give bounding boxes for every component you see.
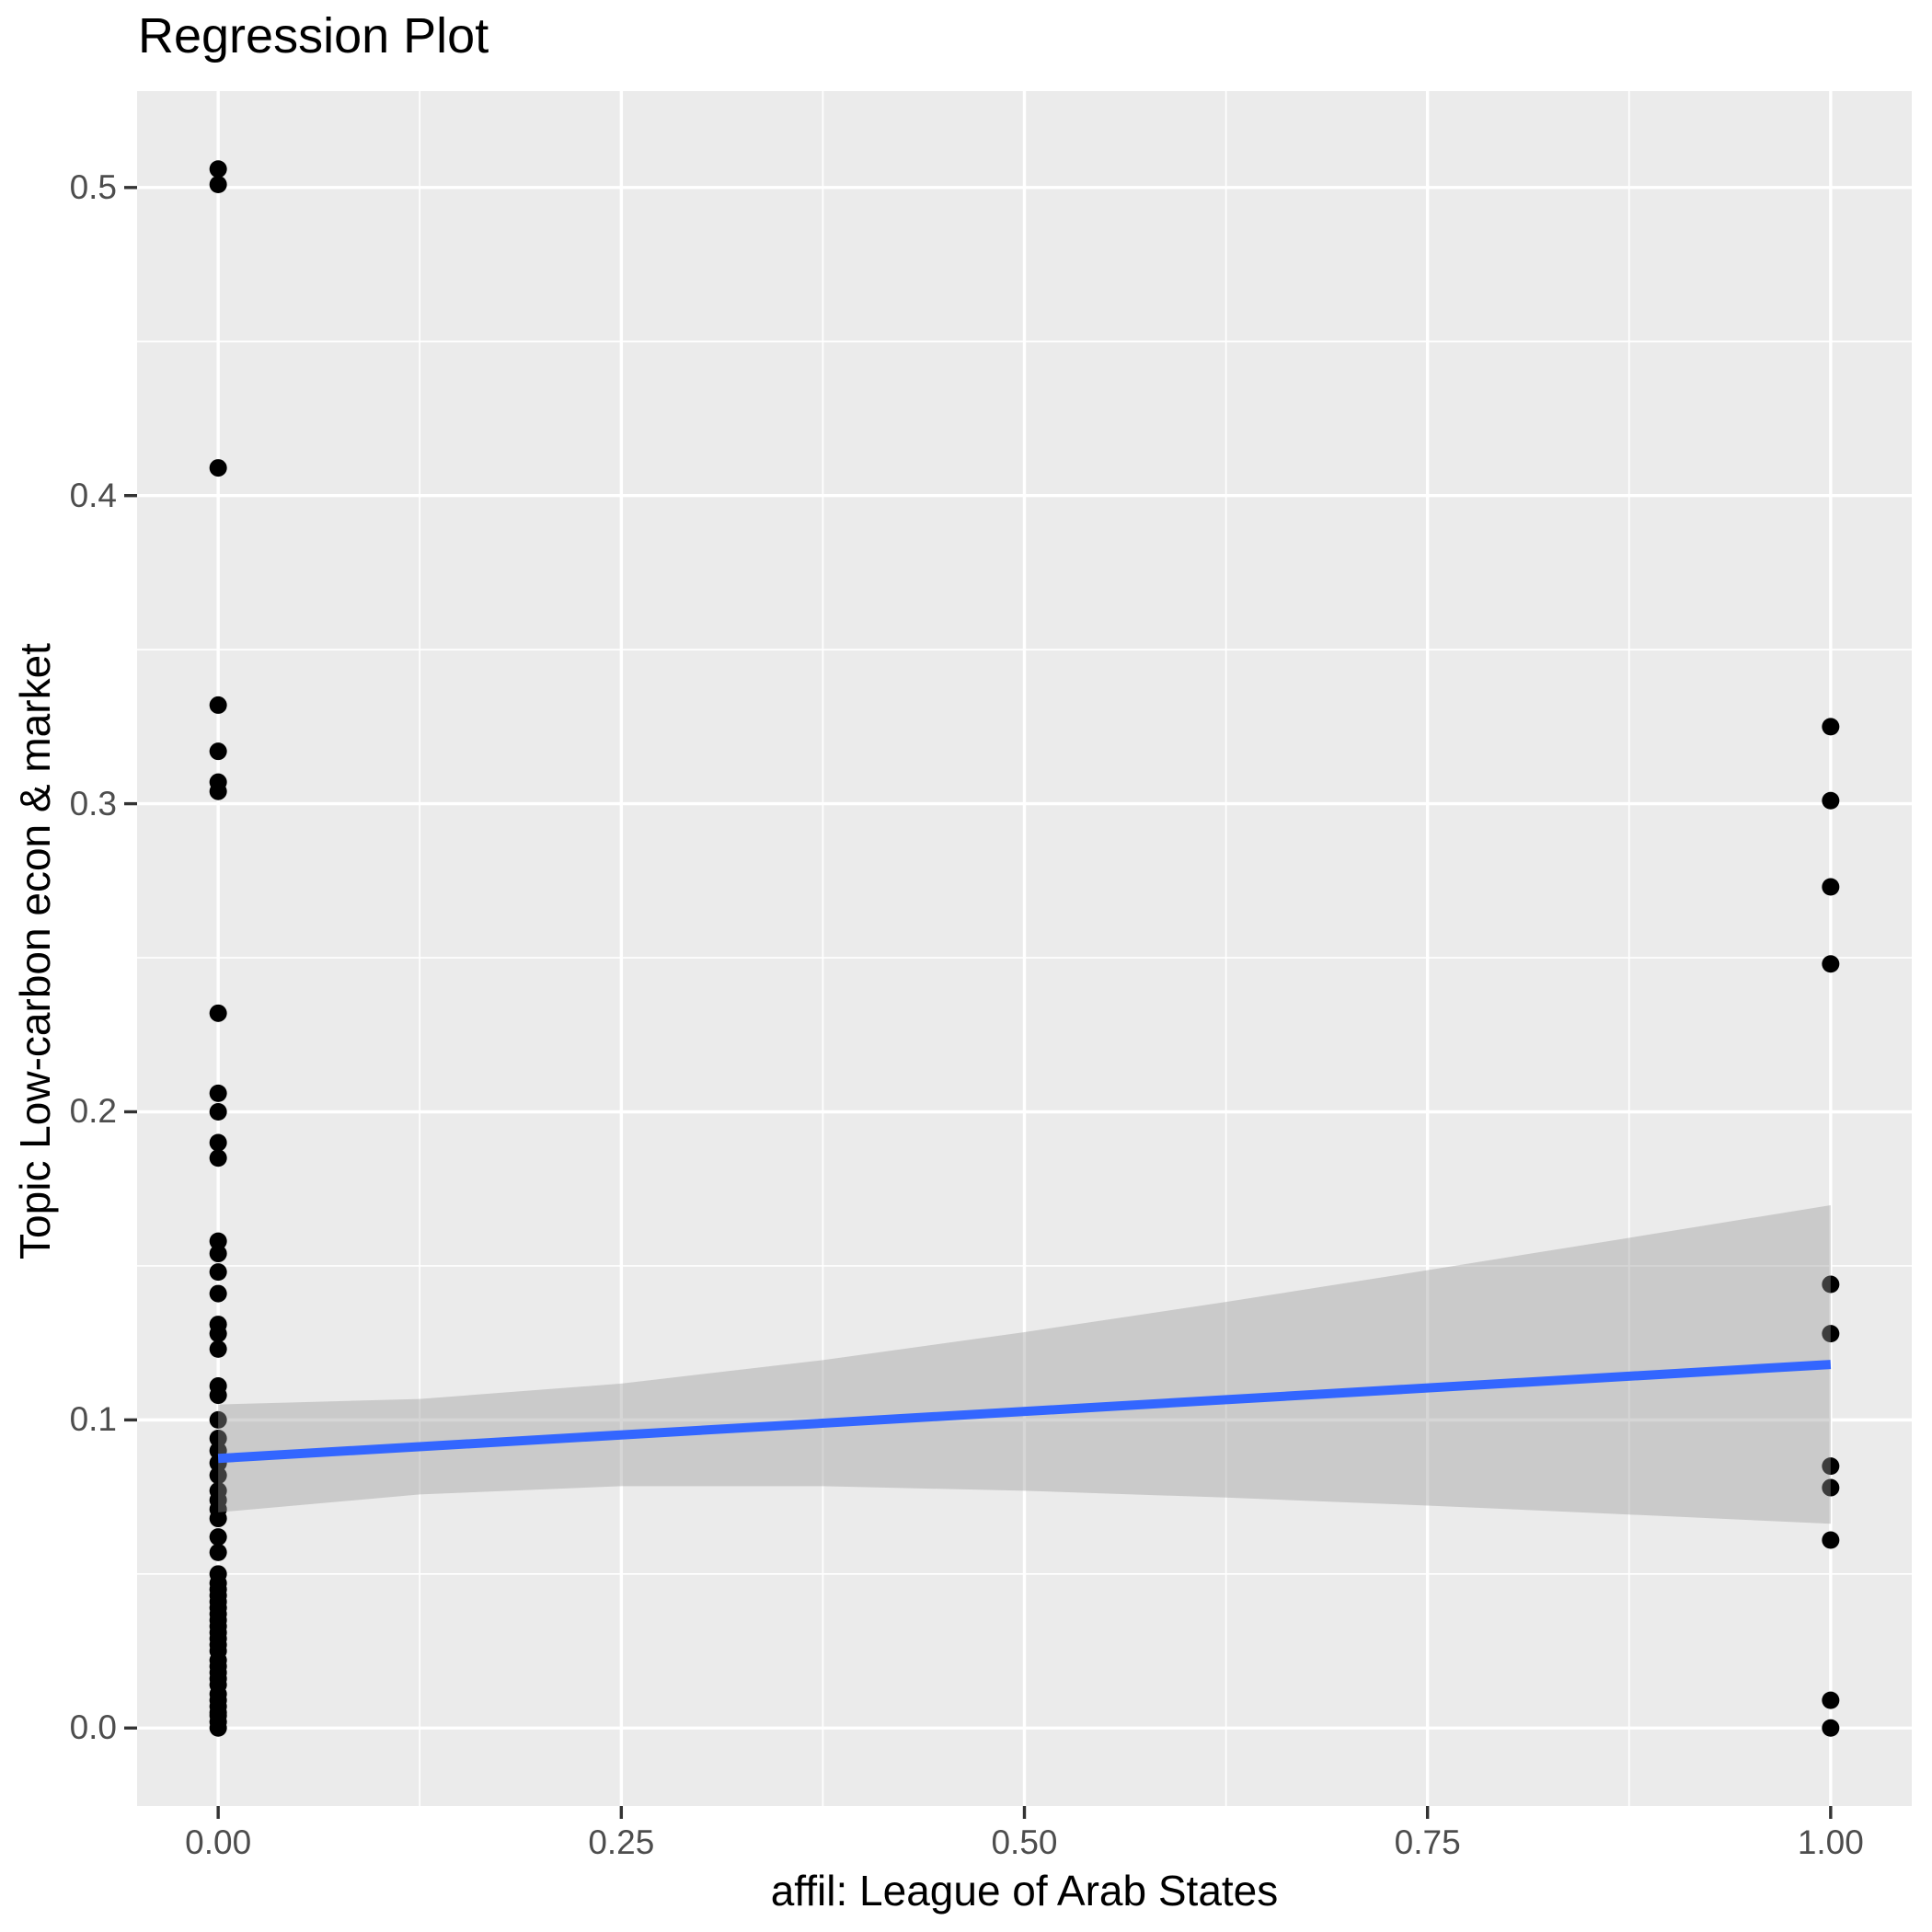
data-point — [209, 742, 227, 761]
data-point — [209, 1386, 227, 1405]
data-point — [1822, 878, 1840, 896]
data-point — [1822, 718, 1840, 736]
x-tick-label: 0.75 — [1394, 1823, 1461, 1861]
data-point — [1822, 1478, 1840, 1497]
data-point — [209, 1284, 227, 1303]
data-point — [209, 1149, 227, 1167]
data-point — [209, 696, 227, 714]
data-point — [209, 1245, 227, 1263]
data-point — [209, 1543, 227, 1561]
y-axis-title: Topic Low-carbon econ & market — [11, 643, 59, 1259]
y-tick-label: 0.5 — [69, 167, 117, 206]
y-tick-label: 0.2 — [69, 1092, 117, 1131]
data-point — [209, 1410, 227, 1429]
data-point — [1822, 1691, 1840, 1709]
data-point — [1822, 791, 1840, 810]
data-point — [209, 1466, 227, 1485]
y-tick-label: 0.4 — [69, 476, 117, 514]
data-point — [209, 1004, 227, 1022]
regression-line — [217, 1360, 1832, 1464]
x-tick-label: 0.00 — [185, 1823, 252, 1861]
x-tick-label: 0.50 — [991, 1823, 1058, 1861]
x-tick-label: 0.25 — [588, 1823, 655, 1861]
data-point — [1822, 1531, 1840, 1549]
data-point — [209, 1340, 227, 1358]
data-point — [209, 459, 227, 477]
data-point — [209, 175, 227, 193]
confidence-band — [218, 1204, 1831, 1524]
data-point — [209, 1429, 227, 1447]
data-point — [1822, 1325, 1840, 1343]
data-point — [209, 160, 227, 178]
data-point — [209, 1325, 227, 1343]
data-point — [209, 1133, 227, 1152]
data-point — [209, 1084, 227, 1102]
y-tick-label: 0.0 — [69, 1708, 117, 1747]
y-tick-label: 0.3 — [69, 784, 117, 822]
data-point — [209, 1102, 227, 1121]
y-tick-label: 0.1 — [69, 1400, 117, 1439]
data-point — [209, 1719, 227, 1737]
data-point — [1822, 1719, 1840, 1737]
x-axis-title: affil: League of Arab States — [770, 1867, 1279, 1915]
data-point — [209, 1232, 227, 1250]
x-tick-label: 1.00 — [1797, 1823, 1864, 1861]
data-point — [1822, 1457, 1840, 1476]
data-point — [1822, 955, 1840, 973]
data-point — [1822, 1275, 1840, 1294]
data-point — [209, 1263, 227, 1282]
data-point — [209, 1510, 227, 1528]
chart-title: Regression Plot — [138, 8, 489, 63]
data-point — [209, 1528, 227, 1547]
data-point — [209, 782, 227, 800]
